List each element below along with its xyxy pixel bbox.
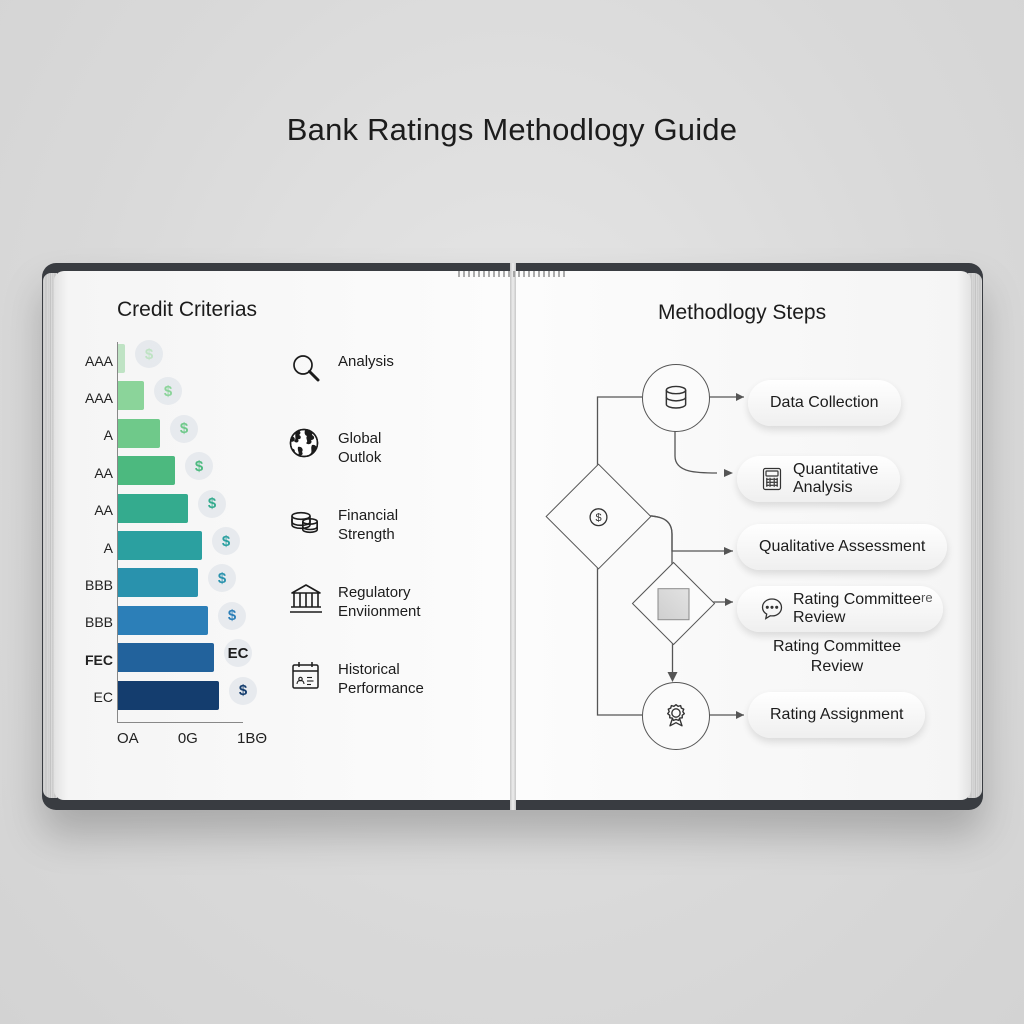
svg-text:$: $ <box>595 512 601 524</box>
